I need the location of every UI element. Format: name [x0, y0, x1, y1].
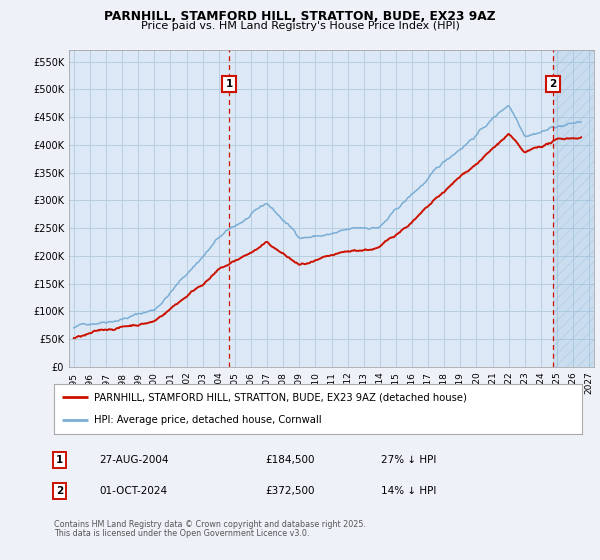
Text: This data is licensed under the Open Government Licence v3.0.: This data is licensed under the Open Gov… — [54, 529, 310, 538]
Text: PARNHILL, STAMFORD HILL, STRATTON, BUDE, EX23 9AZ (detached house): PARNHILL, STAMFORD HILL, STRATTON, BUDE,… — [94, 392, 466, 402]
Text: 1: 1 — [56, 455, 63, 465]
Text: PARNHILL, STAMFORD HILL, STRATTON, BUDE, EX23 9AZ: PARNHILL, STAMFORD HILL, STRATTON, BUDE,… — [104, 10, 496, 23]
Text: Contains HM Land Registry data © Crown copyright and database right 2025.: Contains HM Land Registry data © Crown c… — [54, 520, 366, 529]
Text: HPI: Average price, detached house, Cornwall: HPI: Average price, detached house, Corn… — [94, 416, 321, 426]
Text: 27% ↓ HPI: 27% ↓ HPI — [382, 455, 437, 465]
Text: £184,500: £184,500 — [265, 455, 315, 465]
Bar — [553, 50, 597, 367]
Text: 2: 2 — [56, 487, 63, 496]
Text: 2: 2 — [550, 79, 557, 88]
Text: Price paid vs. HM Land Registry's House Price Index (HPI): Price paid vs. HM Land Registry's House … — [140, 21, 460, 31]
Text: 01-OCT-2024: 01-OCT-2024 — [99, 487, 167, 496]
Text: 1: 1 — [226, 79, 233, 88]
Text: 14% ↓ HPI: 14% ↓ HPI — [382, 487, 437, 496]
Text: 27-AUG-2004: 27-AUG-2004 — [99, 455, 169, 465]
Text: £372,500: £372,500 — [265, 487, 315, 496]
